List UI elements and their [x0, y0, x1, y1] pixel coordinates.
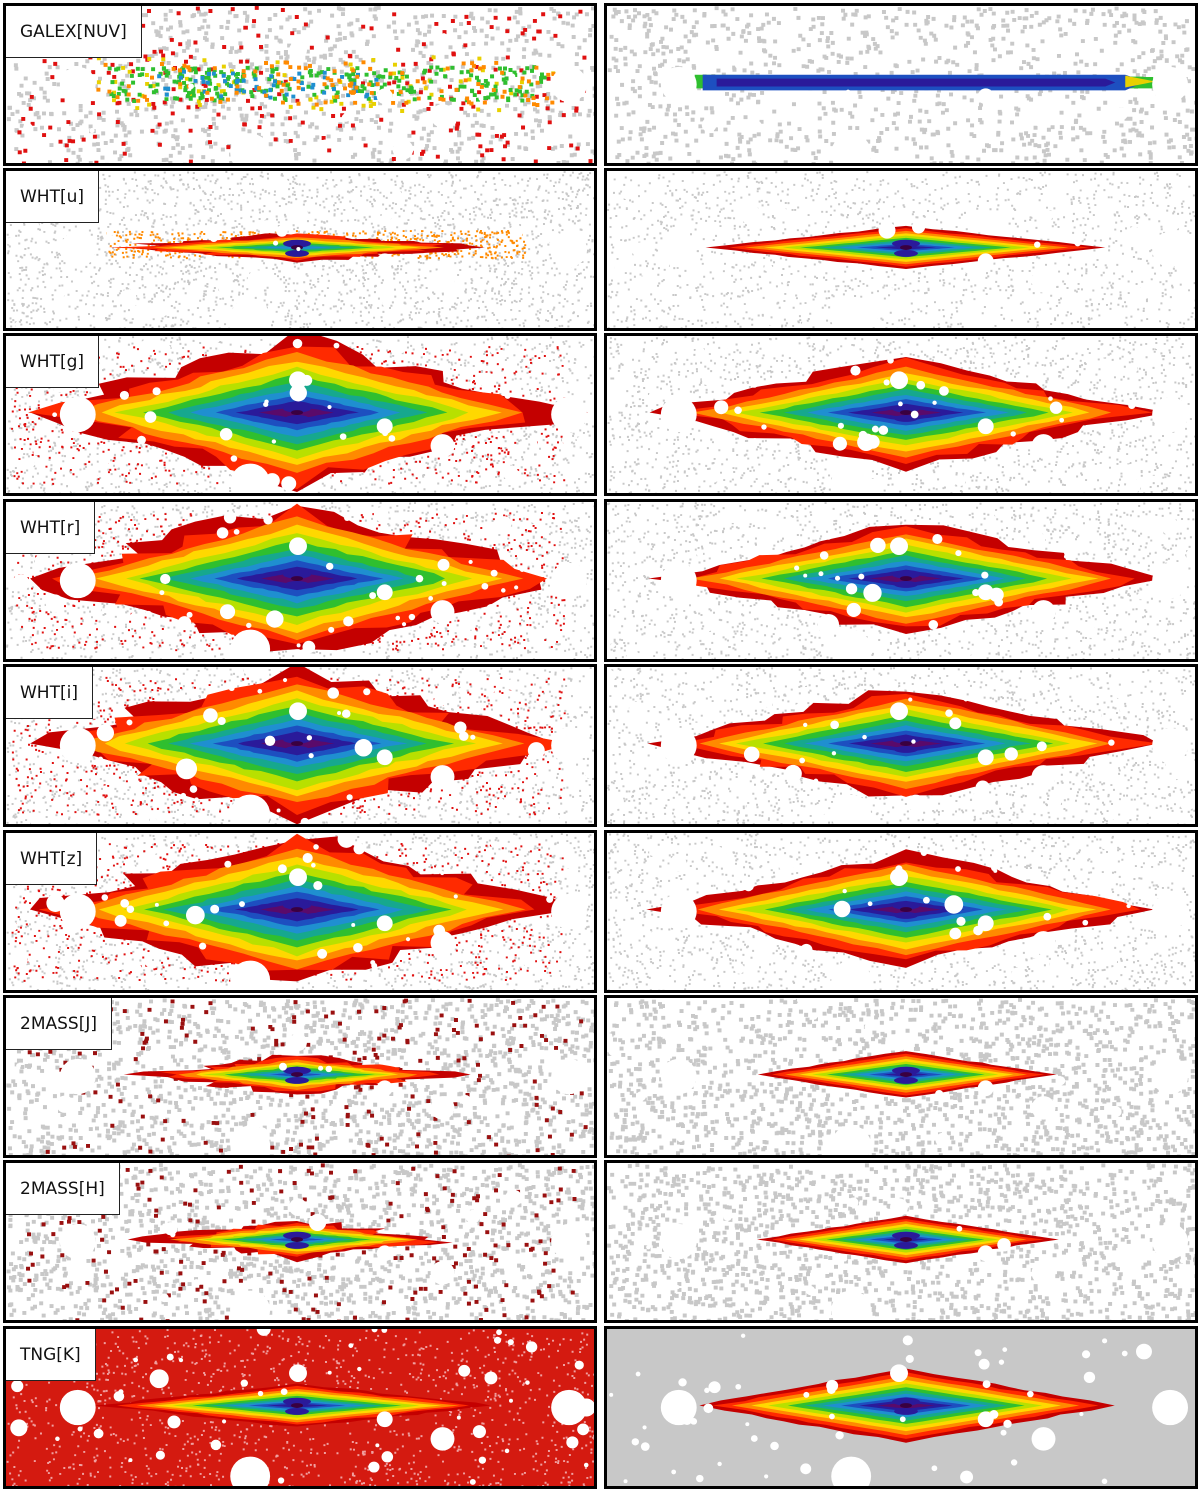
- galaxy-image: [6, 6, 594, 163]
- panel-model-2: [604, 333, 1198, 496]
- band-label: WHT[g]: [6, 336, 100, 388]
- galaxy-image: [6, 336, 594, 493]
- panel-observed-1: WHT[u]: [3, 168, 597, 331]
- galaxy-image: [6, 171, 594, 328]
- band-label: TNG[K]: [6, 1329, 96, 1381]
- panel-observed-0: GALEX[NUV]: [3, 3, 597, 166]
- panel-observed-6: 2MASS[J]: [3, 995, 597, 1158]
- galaxy-image: [6, 1329, 594, 1486]
- galaxy-image: [607, 1329, 1195, 1486]
- panel-observed-4: WHT[i]: [3, 664, 597, 827]
- panel-observed-5: WHT[z]: [3, 830, 597, 993]
- panel-model-8: [604, 1326, 1198, 1489]
- galaxy-image: [6, 833, 594, 990]
- panel-model-3: [604, 499, 1198, 662]
- galaxy-image: [6, 998, 594, 1155]
- galaxy-image: [607, 833, 1195, 990]
- galaxy-image: [607, 998, 1195, 1155]
- panel-model-1: [604, 168, 1198, 331]
- galaxy-image: [607, 1163, 1195, 1320]
- band-label: GALEX[NUV]: [6, 6, 142, 58]
- galaxy-image: [607, 667, 1195, 824]
- panel-model-7: [604, 1160, 1198, 1323]
- galaxy-image: [607, 336, 1195, 493]
- galaxy-image: [6, 502, 594, 659]
- band-label: WHT[r]: [6, 502, 96, 554]
- panel-model-0: [604, 3, 1198, 166]
- panel-observed-7: 2MASS[H]: [3, 1160, 597, 1323]
- galaxy-image: [607, 171, 1195, 328]
- galaxy-image: [6, 667, 594, 824]
- band-label: WHT[i]: [6, 667, 93, 719]
- panel-observed-2: WHT[g]: [3, 333, 597, 496]
- galaxy-image: [6, 1163, 594, 1320]
- panel-model-6: [604, 995, 1198, 1158]
- panel-observed-3: WHT[r]: [3, 499, 597, 662]
- band-label: WHT[z]: [6, 833, 98, 885]
- band-label: 2MASS[H]: [6, 1163, 120, 1215]
- galaxy-image: [607, 502, 1195, 659]
- panel-model-5: [604, 830, 1198, 993]
- band-label: WHT[u]: [6, 171, 100, 223]
- galaxy-image: [607, 6, 1195, 163]
- panel-model-4: [604, 664, 1198, 827]
- band-label: 2MASS[J]: [6, 998, 112, 1050]
- panel-observed-8: TNG[K]: [3, 1326, 597, 1489]
